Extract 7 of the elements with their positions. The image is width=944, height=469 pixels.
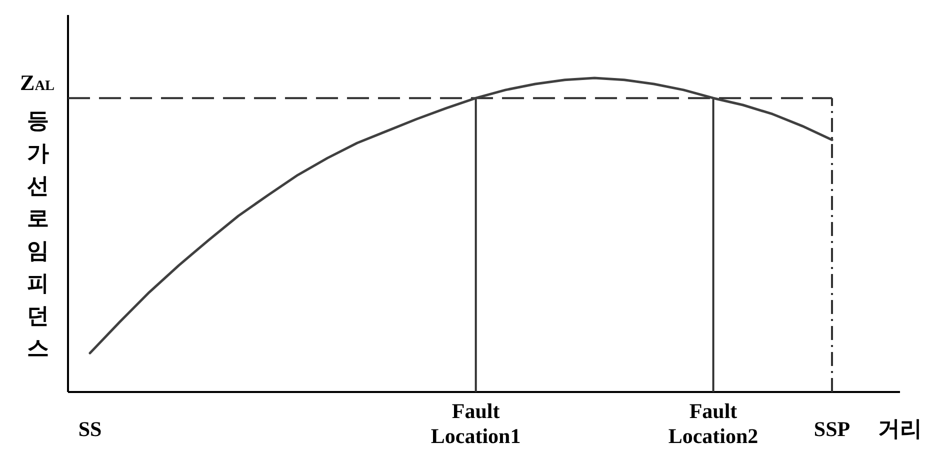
ref-line-label: ZAL [20, 70, 55, 96]
y-axis-title: 등가선로임피던스 [27, 109, 49, 362]
x-tick-label: Fault Location2 [668, 399, 758, 448]
x-axis-title: 거리 [878, 417, 922, 442]
x-tick-label: SS [78, 417, 102, 441]
x-tick-label: SSP [814, 417, 850, 441]
x-tick-label: Fault Location1 [430, 399, 521, 448]
